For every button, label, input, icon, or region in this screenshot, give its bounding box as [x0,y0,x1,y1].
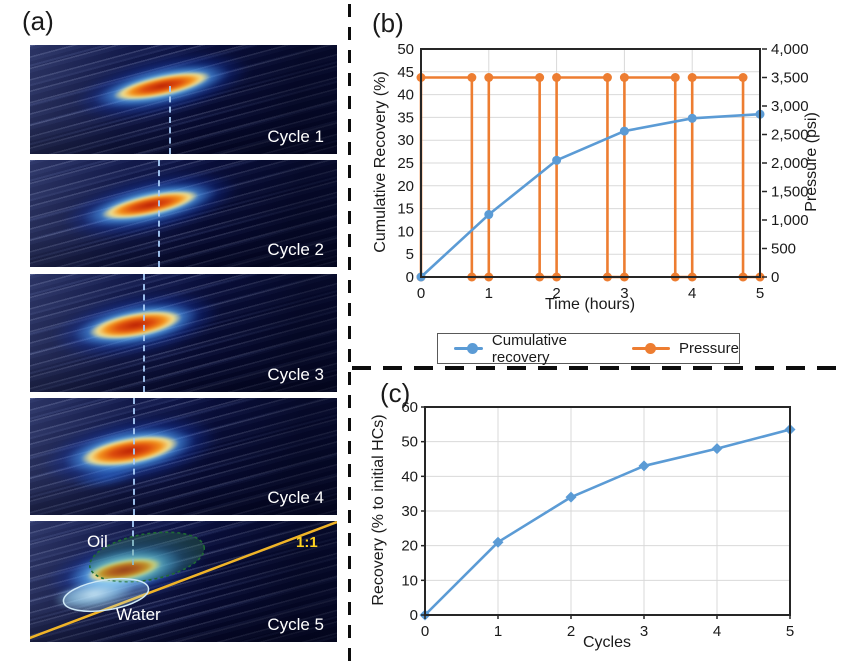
svg-text:1,500: 1,500 [771,184,809,201]
guide-dashed-line [169,86,171,154]
svg-text:20: 20 [397,178,414,195]
svg-text:0: 0 [406,269,414,286]
svg-text:3: 3 [620,285,628,302]
svg-text:10: 10 [397,223,414,240]
x-axis-ticks: 0 1 2 3 4 5 [421,615,794,640]
chart-legend: Cumulative recovery Pressure [437,332,740,366]
svg-text:5: 5 [786,623,794,640]
guide-dashed-line [132,521,134,565]
svg-text:3,000: 3,000 [771,98,809,115]
y-axis-ticks: 0 5 10 15 20 25 30 35 40 45 50 [397,41,414,286]
cycle-label: Cycle 3 [267,365,324,384]
panel-b-label: (b) [372,8,404,38]
svg-text:1: 1 [485,285,493,302]
svg-text:1: 1 [494,623,502,640]
svg-text:2,500: 2,500 [771,127,809,144]
recovery-pressure-chart: 0510152025303540455005001,0001,5002,0002… [397,41,809,302]
svg-text:50: 50 [401,434,418,451]
water-label: Water [116,605,161,624]
series-recovery [419,424,796,621]
svg-text:1,000: 1,000 [771,212,809,229]
svg-text:25: 25 [397,155,414,172]
one-to-one-line [30,521,337,640]
cycle-label: Cycle 1 [267,127,324,146]
y-axis-right-ticks: 0 500 1,000 1,500 2,000 2,500 3,000 3,500 4,000 [762,41,809,286]
svg-text:45: 45 [397,64,414,81]
svg-text:20: 20 [401,538,418,555]
svg-text:40: 40 [401,468,418,485]
recovery-cycles-chart: 0 10 20 30 40 50 60 0 1 2 3 4 5 [401,399,796,640]
svg-text:50: 50 [397,41,414,58]
svg-text:3: 3 [640,623,648,640]
cycle-label: Cycle 5 [267,615,324,634]
y-axis-title-right: Pressure (psi) [803,112,820,212]
svg-text:2,000: 2,000 [771,155,809,172]
svg-text:2: 2 [552,285,560,302]
horizontal-dashed-divider [352,366,843,370]
cycle-image-2: Cycle 2 [30,160,337,267]
panel-b: (b) 0 5 10 15 20 25 30 35 40 45 50 0 500 1,000 1,500 2,… [352,0,843,368]
legend-dot [467,342,478,354]
series-cumulative-recovery [416,109,765,282]
svg-text:0: 0 [417,285,425,302]
x-axis-title: Cycles [582,634,631,651]
gridlines [425,407,790,615]
svg-text:30: 30 [397,132,414,149]
svg-text:0: 0 [410,607,418,624]
plot-frame [420,48,761,278]
x-axis-ticks: 0 1 2 3 4 5 [417,285,764,302]
cycle-image-1: Cycle 1 [30,45,337,154]
legend-label: Pressure [678,340,739,357]
cycle-image-3: Cycle 3 [30,274,337,392]
svg-text:10: 10 [401,572,418,589]
panel-c: (c) 0 10 20 30 40 50 60 0 1 2 3 4 5 Recovery (% to i… [352,372,843,669]
cycle5-annotations: Oil Water 1:1 [30,521,337,640]
svg-text:15: 15 [397,201,414,218]
oil-label: Oil [87,532,108,551]
legend-label: Cumulative recovery [491,331,567,366]
cycle-label: Cycle 2 [267,240,324,259]
svg-text:35: 35 [397,109,414,126]
svg-text:60: 60 [401,399,418,416]
legend-line-marker [454,342,483,354]
legend-item-pressure: Pressure [631,340,739,357]
panel-a-label: (a) [22,6,54,36]
y-axis-title: Recovery (% to initial HCs) [370,414,387,606]
svg-text:0: 0 [771,269,779,286]
water-zone-ellipse [62,577,150,613]
series [419,424,796,621]
guide-dashed-line [158,160,160,267]
cycle-image-4: Cycle 4 [30,398,337,515]
y-axis-title-left: Cumulative Recovery (%) [372,71,389,253]
series-pressure [416,73,765,282]
legend-dot [644,342,656,354]
legend-line-marker [631,342,670,354]
svg-text:3,500: 3,500 [771,70,809,87]
legend-item-recovery: Cumulative recovery [454,332,596,366]
svg-text:500: 500 [771,241,796,258]
svg-text:5: 5 [406,246,414,263]
oil-zone-ellipse [88,531,206,583]
panel-c-label: (c) [380,378,411,408]
panel-a: (a) Cycle 1 Cycle 2 Cycle 3 [0,0,348,669]
cycle-label: Cycle 4 [267,488,324,507]
x-axis-title: Time (hours) [544,296,636,313]
svg-text:2: 2 [567,623,575,640]
guide-dashed-line [133,398,135,515]
svg-text:4,000: 4,000 [771,41,809,58]
vertical-dashed-divider [348,4,351,669]
series [416,73,765,282]
svg-text:4: 4 [688,285,696,302]
cycle-image-5: Oil Water 1:1 Cycle 5 [30,521,337,642]
svg-text:4: 4 [713,623,721,640]
svg-text:5: 5 [756,285,764,302]
ratio-label: 1:1 [296,534,318,551]
svg-text:0: 0 [421,623,429,640]
svg-text:40: 40 [397,87,414,104]
guide-dashed-line [143,274,145,392]
y-axis-ticks: 0 10 20 30 40 50 60 [401,399,425,624]
svg-text:30: 30 [401,503,418,520]
